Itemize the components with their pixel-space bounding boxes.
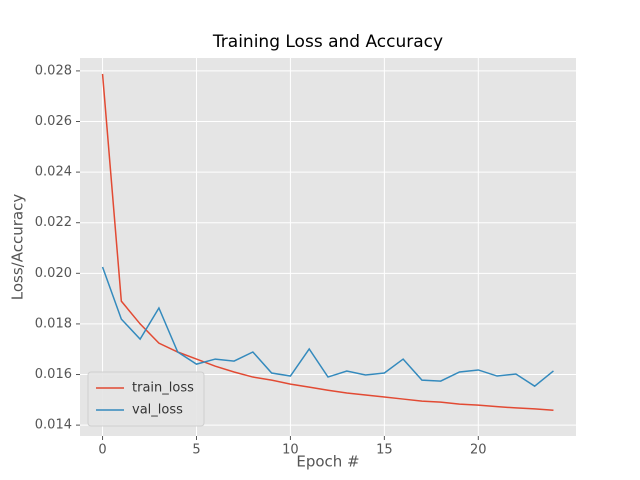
- chart-title: Training Loss and Accuracy: [212, 32, 443, 52]
- y-tick-label: 0.016: [35, 367, 72, 382]
- legend-label: train_loss: [132, 381, 194, 396]
- y-tick-label: 0.026: [35, 114, 72, 129]
- x-tick-label: 5: [192, 443, 200, 458]
- x-tick-label: 0: [98, 443, 106, 458]
- legend-label: val_loss: [132, 403, 183, 418]
- y-tick-label: 0.028: [35, 63, 72, 78]
- x-tick-label: 10: [282, 443, 299, 458]
- y-tick-label: 0.020: [35, 266, 72, 281]
- x-axis-label: Epoch #: [296, 453, 359, 471]
- lines: [101, 73, 554, 411]
- y-tick-label: 0.022: [35, 215, 72, 230]
- y-axis-label: Loss/Accuracy: [9, 194, 27, 301]
- y-tick-label: 0.014: [35, 418, 72, 433]
- legend-box: [87, 371, 205, 427]
- x-tick-label: 20: [470, 443, 487, 458]
- y-tick-label: 0.018: [35, 316, 72, 331]
- series-line: [101, 266, 554, 388]
- x-tick-label: 15: [376, 443, 393, 458]
- y-tick-label: 0.024: [35, 165, 72, 180]
